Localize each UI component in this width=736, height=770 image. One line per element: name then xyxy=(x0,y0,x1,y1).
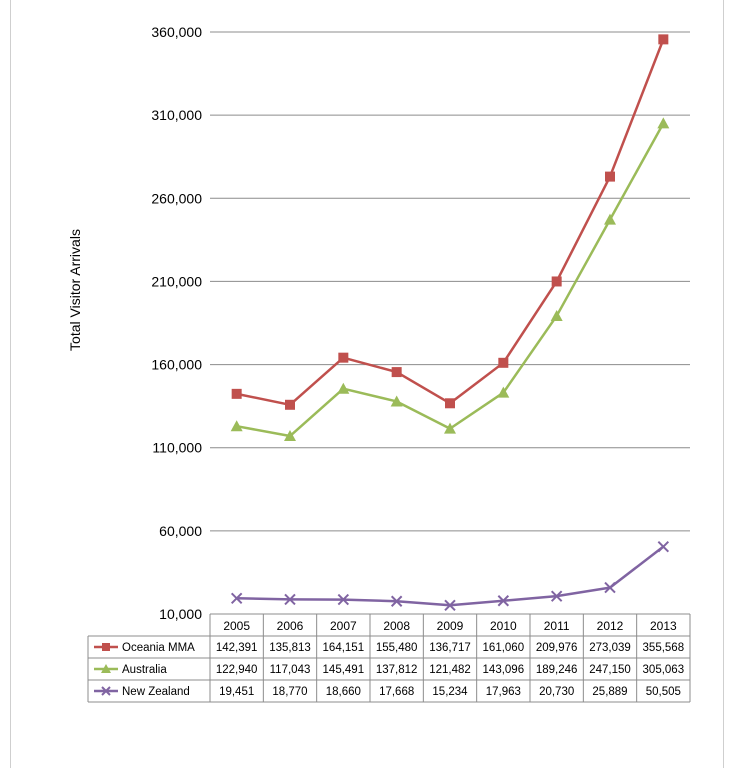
data-label-oceania-mma: 155,480 xyxy=(376,642,418,654)
point-australia xyxy=(497,386,510,398)
point-new-zealand xyxy=(550,590,563,602)
point-australia xyxy=(337,382,350,394)
point-oceania-mma xyxy=(551,276,562,287)
x-tick-label: 2005 xyxy=(223,619,250,633)
point-new-zealand xyxy=(337,593,350,606)
data-label-new-zealand: 17,963 xyxy=(486,686,521,698)
data-label-oceania-mma: 273,039 xyxy=(589,642,631,654)
legend-key-marker-oceania-mma xyxy=(102,643,110,651)
series-lines xyxy=(236,38,665,607)
point-new-zealand xyxy=(657,540,670,553)
data-label-oceania-mma: 161,060 xyxy=(483,642,525,654)
data-label-new-zealand: 17,668 xyxy=(379,686,414,698)
point-new-zealand xyxy=(230,592,243,604)
data-label-new-zealand: 18,660 xyxy=(326,686,361,698)
data-label-oceania-mma: 164,151 xyxy=(323,642,365,654)
series-markers xyxy=(230,34,670,612)
point-australia xyxy=(390,395,403,407)
chart-frame xyxy=(10,0,724,768)
legend-label-australia: Australia xyxy=(122,664,167,676)
data-label-australia: 189,246 xyxy=(536,664,578,676)
series-line-australia xyxy=(236,122,665,438)
legend-label-new-zealand: New Zealand xyxy=(122,686,190,698)
legend-key-marker-new-zealand xyxy=(101,686,111,696)
y-tick-label: 110,000 xyxy=(152,440,202,456)
x-tick-label: 2008 xyxy=(383,619,410,633)
legend-key-marker-australia xyxy=(101,664,111,673)
data-label-new-zealand: 18,770 xyxy=(272,686,307,698)
y-tick-label: 10,000 xyxy=(159,606,202,622)
data-label-new-zealand: 15,234 xyxy=(432,686,468,698)
point-australia xyxy=(657,117,670,129)
x-tick-label: 2011 xyxy=(544,619,570,633)
data-label-oceania-mma: 355,568 xyxy=(643,642,685,654)
point-australia xyxy=(550,309,563,321)
point-oceania-mma xyxy=(445,398,455,409)
point-new-zealand xyxy=(497,595,510,607)
x-tick-label: 2012 xyxy=(597,619,624,633)
data-label-australia: 122,940 xyxy=(216,664,258,676)
x-tick-label: 2010 xyxy=(490,619,517,633)
series-line-new-zealand xyxy=(236,545,665,607)
y-tick-label: 160,000 xyxy=(151,357,202,373)
data-label-australia: 137,812 xyxy=(376,664,418,676)
point-oceania-mma xyxy=(231,388,242,399)
series-line-oceania-mma xyxy=(236,38,665,407)
y-axis-label: Total Visitor Arrivals xyxy=(67,229,83,351)
data-label-new-zealand: 19,451 xyxy=(219,686,254,698)
x-tick-label: 2009 xyxy=(437,619,464,633)
point-new-zealand xyxy=(444,599,456,612)
legend-label-oceania-mma: Oceania MMA xyxy=(122,642,195,654)
point-oceania-mma xyxy=(391,367,402,378)
data-label-australia: 143,096 xyxy=(483,664,525,676)
data-label-australia: 145,491 xyxy=(323,664,365,676)
y-tick-label: 360,000 xyxy=(151,24,202,40)
data-label-oceania-mma: 209,976 xyxy=(536,642,578,654)
y-tick-label: 60,000 xyxy=(159,523,202,539)
point-oceania-mma xyxy=(605,171,615,182)
point-oceania-mma xyxy=(338,352,349,363)
data-label-new-zealand: 25,889 xyxy=(592,686,627,698)
point-australia xyxy=(230,420,243,432)
data-label-australia: 247,150 xyxy=(589,664,631,676)
x-tick-label: 2013 xyxy=(650,619,677,633)
y-tick-label: 310,000 xyxy=(151,107,202,123)
y-axis-ticks: 10,000 60,000 110,000 160,000 210,000 260,000… xyxy=(151,24,202,622)
data-label-new-zealand: 50,505 xyxy=(646,686,681,698)
point-new-zealand xyxy=(390,595,403,607)
data-label-oceania-mma: 135,813 xyxy=(269,642,311,654)
point-oceania-mma xyxy=(498,357,509,368)
point-new-zealand xyxy=(604,581,616,594)
y-tick-label: 210,000 xyxy=(151,273,202,289)
gridlines xyxy=(210,31,690,615)
point-oceania-mma xyxy=(285,399,295,410)
y-tick-label: 260,000 xyxy=(151,190,202,206)
data-table: 2005 2006 2007 2008 2009 2010 2011 2012 2013 Ocea… xyxy=(87,613,691,703)
x-tick-label: 2006 xyxy=(277,619,304,633)
data-label-australia: 305,063 xyxy=(643,664,685,676)
data-label-oceania-mma: 142,391 xyxy=(216,642,258,654)
data-label-new-zealand: 20,730 xyxy=(539,686,574,698)
x-tick-label: 2007 xyxy=(330,619,357,633)
data-label-oceania-mma: 136,717 xyxy=(429,642,471,654)
data-label-australia: 117,043 xyxy=(270,664,311,676)
point-new-zealand xyxy=(284,593,296,606)
point-oceania-mma xyxy=(658,34,669,45)
point-australia xyxy=(444,422,456,434)
point-australia xyxy=(284,430,296,442)
data-label-australia: 121,482 xyxy=(429,664,471,676)
point-australia xyxy=(604,213,616,225)
